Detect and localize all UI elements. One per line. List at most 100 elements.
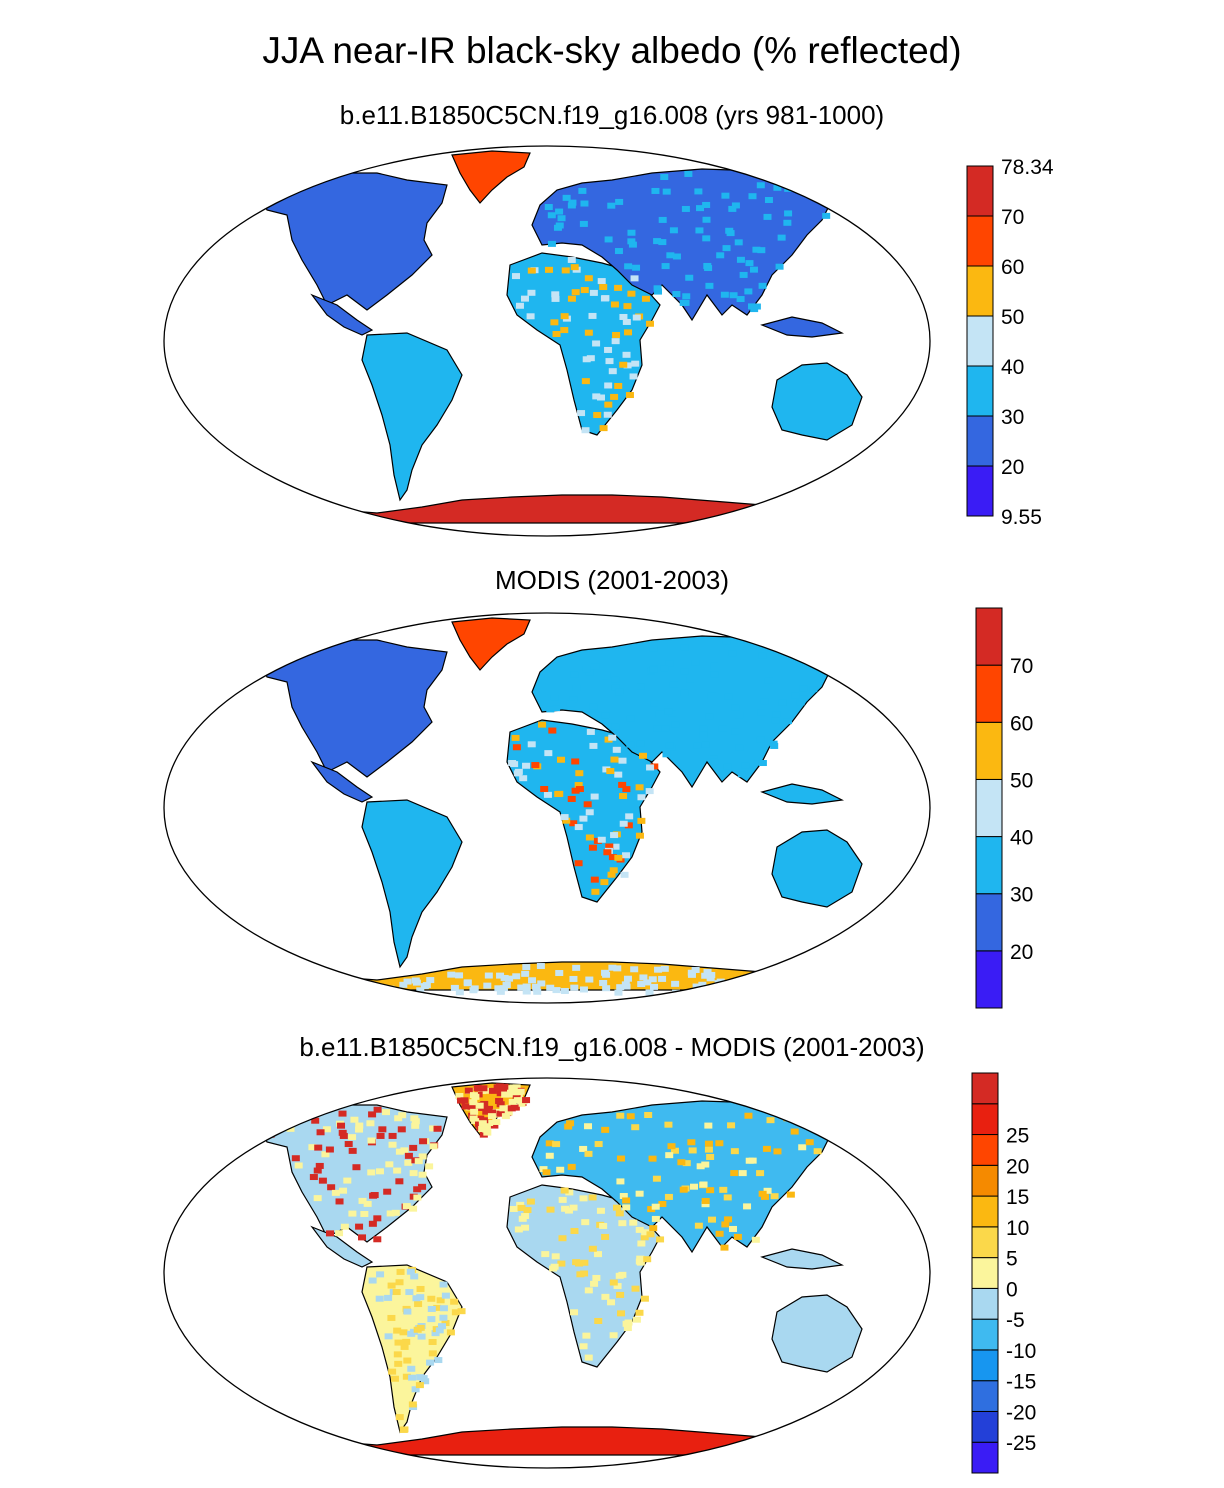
panel-2-grid-cell (821, 651, 830, 658)
panel-1-grid-cell (758, 282, 767, 289)
panel-3-grid-cell (557, 1260, 566, 1267)
panel-2-grid-cell (622, 786, 631, 793)
panel-2-grid-cell (636, 683, 645, 690)
panel-3-grid-cell (629, 1219, 638, 1226)
panel-1-grid-cell (662, 188, 671, 195)
panel-2-colorbar-label: 50 (1010, 769, 1033, 792)
panel-2-grid-cell (517, 984, 526, 991)
panel-3-grid-cell (414, 1301, 423, 1308)
panel-2-grid-cell (622, 983, 631, 990)
panel-2-grid-cell (566, 700, 575, 707)
panel-1-grid-cell (679, 299, 688, 306)
panel-1-grid-cell (627, 229, 636, 236)
panel-1-colorbar-swatch (966, 315, 994, 367)
panel-2-grid-cell (614, 771, 623, 778)
panel-3-map-border (163, 1077, 931, 1469)
panel-3-grid-cell (730, 1170, 739, 1177)
panel-3-colorbar-label: -15 (1006, 1371, 1036, 1394)
panel-1-grid-cell (567, 202, 576, 209)
panel-3-grid-cell (545, 1140, 554, 1147)
panel-3-grid-cell (429, 1125, 438, 1132)
panel-1-grid-cell (555, 208, 564, 215)
panel-1-grid-cell (630, 275, 639, 282)
panel-2-grid-cell (615, 688, 624, 695)
panel-3-grid-cell (766, 1117, 775, 1124)
panel-3-grid-cell (570, 1309, 579, 1316)
panel-1-grid-cell (695, 227, 704, 234)
panel-1-grid-cell (552, 330, 561, 337)
panel-2-grid-cell (686, 676, 695, 683)
panel-3-grid-cell (798, 1144, 807, 1151)
panel-2-grid-cell (710, 758, 719, 765)
panel-1-grid-cell (653, 238, 662, 245)
panel-2-grid-cell (703, 968, 712, 975)
panel-3-colorbar-label: 20 (1006, 1155, 1029, 1178)
panel-3-grid-cell (398, 1112, 407, 1119)
panel-1-colorbar-label: 20 (1001, 456, 1024, 479)
panel-3-grid-cell (786, 1191, 795, 1198)
panel-1-grid-cell (571, 289, 580, 296)
panel-3-grid-cell (677, 1159, 686, 1166)
panel-1-grid-cell (544, 266, 553, 273)
panel-3-grid-cell (387, 1314, 396, 1321)
panel-1-grid-cell (747, 303, 756, 310)
panel-3-grid-cell (609, 1332, 618, 1339)
panel-2-grid-cell (735, 744, 744, 751)
panel-1-map-border (163, 145, 931, 537)
panel-3-grid-cell (433, 1125, 442, 1132)
panel-1-grid-cell (612, 331, 621, 338)
panel-2-grid-cell (496, 988, 505, 995)
panel-2-grid-cell (511, 734, 520, 741)
panel-2-grid-cell (705, 713, 714, 720)
panel-2-grid-cell (499, 985, 508, 992)
panel-1-grid-cell (570, 264, 579, 271)
panel-2-grid-cell (575, 770, 584, 777)
panel-3-grid-cell (609, 1279, 618, 1286)
panel-2-grid-cell (388, 988, 397, 995)
panel-3-grid-cell (316, 1129, 325, 1136)
panel-2-grid-cell (588, 844, 597, 851)
panel-2-land-au (771, 829, 863, 908)
panel-2-grid-cell (660, 965, 669, 972)
panel-2-grid-cell (637, 794, 646, 801)
panel-2-grid-cell (799, 695, 808, 702)
panel-3-map (163, 1077, 931, 1469)
panel-3-grid-cell (405, 1289, 414, 1296)
panel-2-grid-cell (757, 976, 766, 983)
panel-3-grid-cell (467, 1103, 476, 1110)
panel-3-colorbar-swatch (971, 1441, 999, 1474)
panel-3-grid-cell (488, 1109, 497, 1116)
panel-3-grid-cell (344, 1141, 353, 1148)
panel-2-grid-cell (450, 984, 459, 991)
panel-2-grid-cell (758, 652, 767, 659)
panel-3-grid-cell (694, 1222, 703, 1229)
panel-3-grid-cell (580, 1259, 589, 1266)
panel-1-grid-cell (560, 313, 569, 320)
panel-2-grid-cell (646, 764, 655, 771)
panel-2-grid-cell (680, 644, 689, 651)
panel-3-colorbar-label: -5 (1006, 1309, 1025, 1332)
panel-3-grid-cell (410, 1273, 419, 1280)
panel-1-grid-cell (624, 329, 633, 336)
panel-3-grid-cell (652, 1175, 661, 1182)
panel-3-grid-cell (601, 1126, 610, 1133)
panel-2-grid-cell (665, 660, 674, 667)
panel-3-grid-cell (404, 1152, 413, 1159)
panel-2-grid-cell (710, 671, 719, 678)
panel-1-grid-cell (551, 291, 560, 298)
panel-3-grid-cell (615, 1210, 624, 1217)
panel-2-grid-cell (447, 971, 456, 978)
panel-1-grid-cell (586, 355, 595, 362)
panel-3-grid-cell (387, 1282, 396, 1289)
panel-1-grid-cell (579, 220, 588, 227)
panel-2-grid-cell (600, 879, 609, 886)
panel-3-land-sea (760, 1248, 845, 1270)
panel-3-grid-cell (421, 1378, 430, 1385)
panel-3-grid-cell (706, 1187, 715, 1194)
panel-2-grid-cell (572, 964, 581, 971)
panel-3-grid-cell (368, 1220, 377, 1227)
panel-2-grid-cell (649, 645, 658, 652)
panel-3-grid-cell (596, 1207, 605, 1214)
panel-2-grid-cell (512, 973, 521, 980)
panel-1-grid-cell (515, 302, 524, 309)
